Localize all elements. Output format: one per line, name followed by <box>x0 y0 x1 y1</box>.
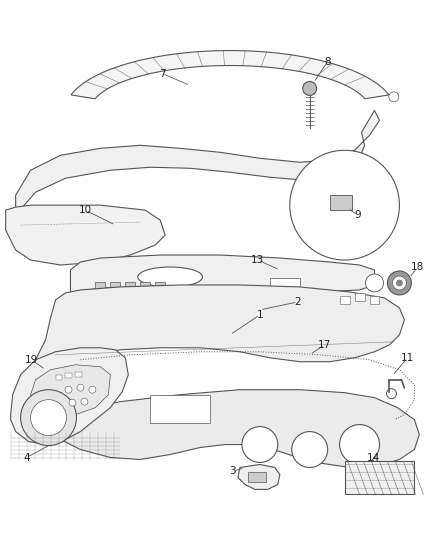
Bar <box>95 282 106 289</box>
Circle shape <box>392 276 406 290</box>
Circle shape <box>290 150 399 260</box>
Text: 17: 17 <box>318 340 331 350</box>
Polygon shape <box>31 365 110 415</box>
Polygon shape <box>6 205 165 265</box>
Bar <box>66 373 72 378</box>
Circle shape <box>81 398 88 405</box>
Bar <box>155 282 165 289</box>
Circle shape <box>386 389 396 399</box>
Circle shape <box>303 82 317 95</box>
Polygon shape <box>28 285 404 415</box>
Text: 14: 14 <box>367 453 380 463</box>
Polygon shape <box>238 464 280 489</box>
Bar <box>56 375 63 379</box>
Polygon shape <box>71 255 374 298</box>
Text: 3: 3 <box>230 466 236 477</box>
Text: 4: 4 <box>23 453 30 463</box>
Text: 13: 13 <box>251 255 265 265</box>
Text: 18: 18 <box>411 262 424 272</box>
Text: 9: 9 <box>354 210 361 220</box>
Bar <box>370 296 379 304</box>
Text: 7: 7 <box>159 69 166 78</box>
Circle shape <box>89 386 96 393</box>
Circle shape <box>69 399 76 406</box>
Bar <box>339 296 350 304</box>
Circle shape <box>396 280 403 286</box>
Circle shape <box>65 386 72 393</box>
Bar <box>75 372 82 377</box>
Circle shape <box>339 425 379 464</box>
Polygon shape <box>50 390 419 467</box>
Bar <box>330 195 352 210</box>
Text: 2: 2 <box>294 297 301 307</box>
Ellipse shape <box>138 267 202 287</box>
Bar <box>140 282 150 289</box>
Circle shape <box>366 274 384 292</box>
Text: 11: 11 <box>401 353 414 363</box>
Polygon shape <box>71 51 389 99</box>
Circle shape <box>21 390 77 446</box>
Polygon shape <box>16 110 379 215</box>
Text: 10: 10 <box>79 205 92 215</box>
Bar <box>248 472 266 482</box>
Polygon shape <box>11 348 128 445</box>
Text: 1: 1 <box>257 310 263 320</box>
Circle shape <box>389 92 399 102</box>
Bar <box>125 282 135 289</box>
Circle shape <box>31 400 67 435</box>
Bar <box>355 293 364 301</box>
Text: 8: 8 <box>325 56 331 67</box>
Bar <box>270 278 300 290</box>
Circle shape <box>242 426 278 463</box>
Bar <box>150 394 210 423</box>
Text: 19: 19 <box>25 355 38 365</box>
Circle shape <box>292 432 328 467</box>
Polygon shape <box>345 462 414 495</box>
Bar <box>110 282 120 289</box>
Circle shape <box>77 384 84 391</box>
Circle shape <box>388 271 411 295</box>
